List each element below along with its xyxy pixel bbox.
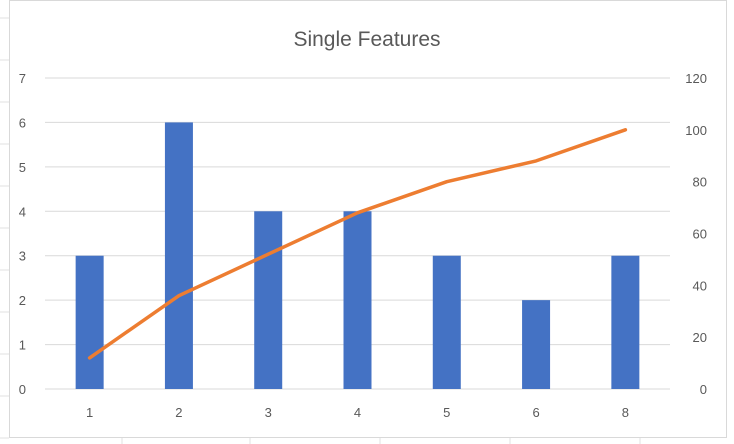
y2-tick-label: 40: [693, 278, 707, 293]
y-tick-label: 6: [19, 115, 26, 130]
x-tick-label: 4: [354, 405, 361, 420]
bar: [254, 211, 283, 389]
x-tick-label: 3: [265, 405, 272, 420]
x-tick-label: 6: [532, 405, 539, 420]
primary-y-axis: 0 1 2 3 4 5 6 7: [19, 71, 26, 397]
x-tick-label: 5: [443, 405, 450, 420]
chart-title: Single Features: [293, 28, 440, 51]
y-tick-label: 7: [19, 71, 26, 86]
x-tick-label: 8: [622, 405, 629, 420]
bar: [164, 122, 193, 389]
y2-tick-label: 0: [700, 382, 707, 397]
x-tick-label: 1: [86, 405, 93, 420]
y2-tick-label: 60: [693, 227, 707, 242]
y-tick-label: 2: [19, 293, 26, 308]
y2-tick-label: 100: [685, 123, 707, 138]
y-tick-label: 5: [19, 160, 26, 175]
x-axis: 1 2 3 4 5 6 8: [86, 405, 629, 420]
line-series: [87, 128, 628, 360]
bar: [611, 255, 640, 389]
secondary-y-axis: 0 20 40 60 80 100 120: [685, 71, 707, 397]
y2-tick-label: 120: [685, 71, 707, 86]
y-tick-label: 0: [19, 382, 26, 397]
bar: [75, 255, 104, 389]
y2-tick-label: 80: [693, 175, 707, 190]
y-tick-label: 1: [19, 338, 26, 353]
bar-series: [75, 122, 640, 389]
bar: [432, 255, 461, 389]
bar: [343, 211, 372, 389]
y-tick-label: 3: [19, 249, 26, 264]
y-tick-label: 4: [19, 204, 26, 219]
y2-tick-label: 20: [693, 330, 707, 345]
x-tick-label: 2: [175, 405, 182, 420]
bar: [522, 300, 551, 389]
